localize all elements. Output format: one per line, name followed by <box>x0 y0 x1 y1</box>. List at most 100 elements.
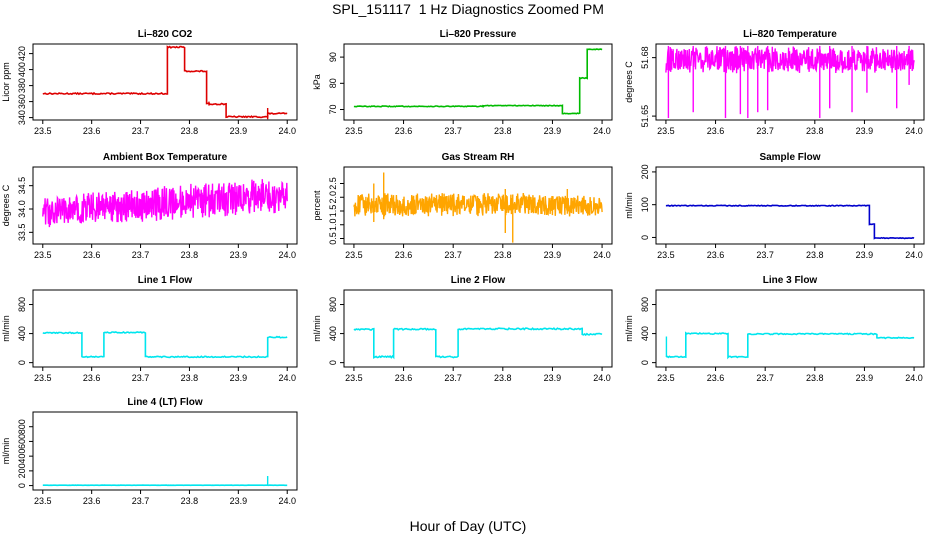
x-tick-label: 23.6 <box>395 373 413 383</box>
x-tick-label: 23.7 <box>444 126 462 136</box>
x-tick-label: 23.6 <box>707 373 725 383</box>
y-tick-label: 0 <box>640 360 650 365</box>
plot-frame <box>32 289 298 368</box>
x-tick-label: 23.8 <box>806 126 824 136</box>
x-tick-label: 24.0 <box>278 250 296 260</box>
x-tick-label: 23.7 <box>756 373 774 383</box>
panel-line-1-flow: Line 1 Flow ml/min 23.5 23.6 23.7 23.8 23.9 24.… <box>1 275 298 383</box>
x-tick-label: 24.0 <box>593 126 611 136</box>
series-line-2-flow <box>353 327 603 360</box>
y-tick-label: 360 <box>17 94 27 109</box>
y-tick-label: 80 <box>328 78 338 88</box>
x-tick-label: 23.6 <box>83 126 101 136</box>
panel-title: Gas Stream RH <box>442 152 515 163</box>
x-tick-label: 23.5 <box>34 373 52 383</box>
y-tick-label: 800 <box>328 297 338 312</box>
y-tick-label: 800 <box>17 419 27 434</box>
series-licor-co2 <box>42 45 288 120</box>
x-tick-label: 23.5 <box>34 126 52 136</box>
plot-frame <box>655 289 925 368</box>
y-tick-label: 400 <box>328 326 338 341</box>
x-tick-label: 23.8 <box>181 373 199 383</box>
x-tick-label: 23.7 <box>756 250 774 260</box>
x-tick-label: 23.9 <box>544 373 562 383</box>
x-tick-label: 23.8 <box>181 126 199 136</box>
y-tick-label: 200 <box>17 463 27 478</box>
x-tick-label: 24.0 <box>905 126 923 136</box>
y-tick-label: 0 <box>328 360 338 365</box>
main-title: SPL_151117 1 Hz Diagnostics Zoomed PM <box>332 1 604 17</box>
y-axis-label: Licor ppm <box>1 62 11 102</box>
x-tick-label: 24.0 <box>278 496 296 506</box>
x-tick-label: 23.7 <box>132 250 150 260</box>
y-tick-label: 0.5 <box>328 232 338 245</box>
x-tick-label: 23.6 <box>83 496 101 506</box>
y-axis-label: ml/min <box>312 315 322 342</box>
y-tick-label: 600 <box>17 434 27 449</box>
x-tick-label: 23.8 <box>181 250 199 260</box>
panel-licor-co2: Li–820 CO2 Licor ppm 23.5 23.6 23.7 23.8 23.9 2… <box>1 29 298 136</box>
series-line-1-flow <box>42 331 288 359</box>
y-axis-label: ml/min <box>624 192 634 219</box>
series-line <box>665 331 915 360</box>
x-tick-label: 23.9 <box>230 250 248 260</box>
y-tick-label: 200 <box>640 164 650 179</box>
plot-frame <box>343 289 613 368</box>
y-tick-label: 0 <box>17 483 27 488</box>
y-tick-label: 33.5 <box>17 224 27 242</box>
y-tick-label: 420 <box>17 46 27 61</box>
x-tick-label: 23.5 <box>345 373 363 383</box>
x-tick-label: 23.5 <box>657 373 675 383</box>
y-axis-label: kPa <box>312 74 322 90</box>
plot-frame <box>655 166 925 245</box>
x-tick-label: 23.9 <box>856 126 874 136</box>
y-tick-label: 51.65 <box>640 105 650 128</box>
series-line <box>42 179 288 228</box>
panel-gas-stream-rh: Gas Stream RH percent 23.5 23.6 23.7 23.8 23.9… <box>312 152 613 260</box>
x-tick-label: 23.7 <box>444 250 462 260</box>
panel-title: Li–820 CO2 <box>138 29 193 40</box>
x-tick-label: 23.9 <box>544 126 562 136</box>
panel-title: Line 2 Flow <box>451 275 506 286</box>
x-tick-label: 23.8 <box>806 373 824 383</box>
series-line <box>42 45 288 119</box>
y-tick-label: 2.5 <box>328 177 338 190</box>
x-tick-label: 23.7 <box>132 126 150 136</box>
x-tick-label: 23.5 <box>34 496 52 506</box>
panel-title: Line 4 (LT) Flow <box>127 397 203 408</box>
x-tick-label: 23.6 <box>707 126 725 136</box>
y-axis-label: degrees C <box>1 184 11 226</box>
y-tick-label: 34.0 <box>17 200 27 218</box>
x-tick-label: 23.5 <box>345 250 363 260</box>
x-tick-label: 23.6 <box>83 250 101 260</box>
panel-sample-flow: Sample Flow ml/min 23.5 23.6 23.7 23.8 23.9 24.… <box>624 152 925 260</box>
y-tick-label: 90 <box>328 52 338 62</box>
panel-title: Line 1 Flow <box>138 275 193 286</box>
y-tick-label: 400 <box>17 62 27 77</box>
x-tick-label: 23.7 <box>132 496 150 506</box>
x-tick-label: 23.7 <box>132 373 150 383</box>
y-axis-label: percent <box>312 190 322 221</box>
series-line <box>353 327 603 360</box>
series-licor-temperature <box>665 45 915 119</box>
series-ambient-box-temperature <box>42 179 288 228</box>
panel-line-3-flow: Line 3 Flow ml/min 23.5 23.6 23.7 23.8 23.9 24.… <box>624 275 925 383</box>
x-tick-label: 23.5 <box>34 250 52 260</box>
x-tick-label: 24.0 <box>905 250 923 260</box>
y-axis-label: ml/min <box>1 315 11 342</box>
series-line <box>353 193 603 217</box>
y-tick-label: 0 <box>17 360 27 365</box>
series-sample-flow <box>665 204 915 240</box>
series-line <box>353 48 603 115</box>
x-tick-label: 23.8 <box>181 496 199 506</box>
x-tick-label: 23.6 <box>707 250 725 260</box>
x-tick-label: 24.0 <box>593 373 611 383</box>
x-tick-label: 23.6 <box>83 373 101 383</box>
x-tick-label: 23.5 <box>657 250 675 260</box>
panel-licor-pressure: Li–820 Pressure kPa 23.5 23.6 23.7 23.8 23.9 24… <box>312 29 613 136</box>
x-tick-label: 23.8 <box>806 250 824 260</box>
panel-title: Sample Flow <box>759 152 820 163</box>
x-tick-label: 23.7 <box>444 373 462 383</box>
x-tick-label: 24.0 <box>278 126 296 136</box>
